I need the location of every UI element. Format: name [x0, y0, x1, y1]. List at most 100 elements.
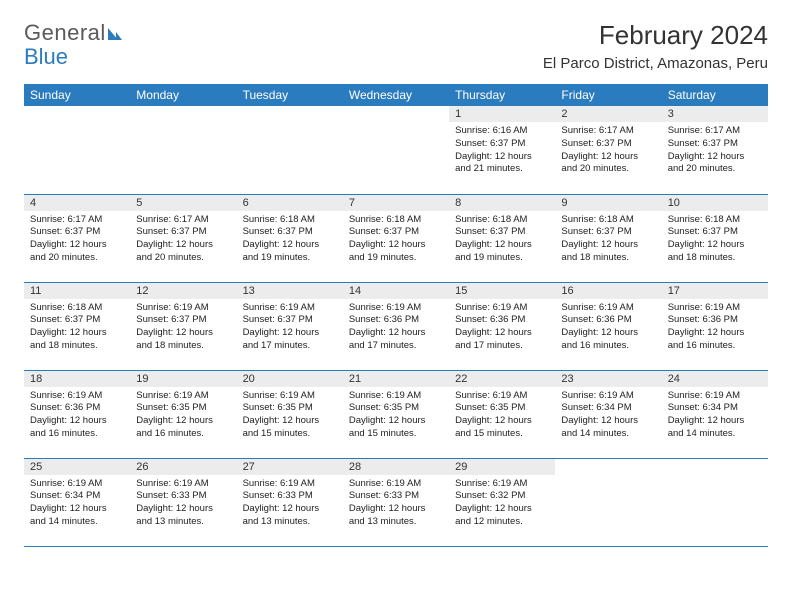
- calendar-day-cell: 14Sunrise: 6:19 AMSunset: 6:36 PMDayligh…: [343, 282, 449, 370]
- sunrise-text: Sunrise: 6:19 AM: [136, 478, 230, 491]
- day-number: 27: [237, 459, 343, 475]
- daylight-text-2: and 14 minutes.: [30, 516, 124, 529]
- daylight-text-2: and 17 minutes.: [349, 340, 443, 353]
- daylight-text-2: and 16 minutes.: [668, 340, 762, 353]
- sunset-text: Sunset: 6:37 PM: [243, 314, 337, 327]
- daylight-text-2: and 13 minutes.: [349, 516, 443, 529]
- daylight-text-2: and 21 minutes.: [455, 163, 549, 176]
- sunrise-text: Sunrise: 6:19 AM: [668, 390, 762, 403]
- day-detail: Sunrise: 6:19 AMSunset: 6:36 PMDaylight:…: [343, 299, 449, 357]
- day-detail: Sunrise: 6:19 AMSunset: 6:36 PMDaylight:…: [662, 299, 768, 357]
- sunrise-text: Sunrise: 6:19 AM: [561, 302, 655, 315]
- calendar-week-row: 4Sunrise: 6:17 AMSunset: 6:37 PMDaylight…: [24, 194, 768, 282]
- calendar-day-cell: 23Sunrise: 6:19 AMSunset: 6:34 PMDayligh…: [555, 370, 661, 458]
- location-text: El Parco District, Amazonas, Peru: [543, 55, 768, 72]
- calendar-day-cell: [24, 106, 130, 194]
- calendar-day-cell: [662, 458, 768, 546]
- sunset-text: Sunset: 6:35 PM: [243, 402, 337, 415]
- weekday-header: Monday: [130, 84, 236, 106]
- day-detail: Sunrise: 6:16 AMSunset: 6:37 PMDaylight:…: [449, 122, 555, 180]
- calendar-day-cell: 20Sunrise: 6:19 AMSunset: 6:35 PMDayligh…: [237, 370, 343, 458]
- day-detail: Sunrise: 6:19 AMSunset: 6:37 PMDaylight:…: [237, 299, 343, 357]
- day-number: 11: [24, 283, 130, 299]
- calendar-body: 1Sunrise: 6:16 AMSunset: 6:37 PMDaylight…: [24, 106, 768, 546]
- day-detail: Sunrise: 6:17 AMSunset: 6:37 PMDaylight:…: [130, 211, 236, 269]
- daylight-text-1: Daylight: 12 hours: [349, 327, 443, 340]
- weekday-header: Tuesday: [237, 84, 343, 106]
- daylight-text-1: Daylight: 12 hours: [30, 503, 124, 516]
- daylight-text-2: and 14 minutes.: [561, 428, 655, 441]
- day-number: 4: [24, 195, 130, 211]
- day-number: 18: [24, 371, 130, 387]
- daylight-text-2: and 18 minutes.: [668, 252, 762, 265]
- calendar-day-cell: 29Sunrise: 6:19 AMSunset: 6:32 PMDayligh…: [449, 458, 555, 546]
- sunset-text: Sunset: 6:37 PM: [668, 226, 762, 239]
- sunset-text: Sunset: 6:37 PM: [561, 226, 655, 239]
- sunrise-text: Sunrise: 6:18 AM: [561, 214, 655, 227]
- sunrise-text: Sunrise: 6:19 AM: [136, 390, 230, 403]
- sunrise-text: Sunrise: 6:18 AM: [455, 214, 549, 227]
- day-number: 24: [662, 371, 768, 387]
- sunset-text: Sunset: 6:36 PM: [455, 314, 549, 327]
- daylight-text-2: and 17 minutes.: [243, 340, 337, 353]
- daylight-text-1: Daylight: 12 hours: [561, 327, 655, 340]
- sunrise-text: Sunrise: 6:17 AM: [668, 125, 762, 138]
- calendar-day-cell: 28Sunrise: 6:19 AMSunset: 6:33 PMDayligh…: [343, 458, 449, 546]
- calendar-day-cell: 2Sunrise: 6:17 AMSunset: 6:37 PMDaylight…: [555, 106, 661, 194]
- day-detail: Sunrise: 6:19 AMSunset: 6:35 PMDaylight:…: [130, 387, 236, 445]
- calendar-day-cell: 5Sunrise: 6:17 AMSunset: 6:37 PMDaylight…: [130, 194, 236, 282]
- title-block: February 2024 El Parco District, Amazona…: [543, 20, 768, 72]
- day-number: 21: [343, 371, 449, 387]
- calendar-day-cell: 26Sunrise: 6:19 AMSunset: 6:33 PMDayligh…: [130, 458, 236, 546]
- calendar-day-cell: 19Sunrise: 6:19 AMSunset: 6:35 PMDayligh…: [130, 370, 236, 458]
- daylight-text-1: Daylight: 12 hours: [455, 151, 549, 164]
- calendar-day-cell: 21Sunrise: 6:19 AMSunset: 6:35 PMDayligh…: [343, 370, 449, 458]
- calendar-day-cell: 10Sunrise: 6:18 AMSunset: 6:37 PMDayligh…: [662, 194, 768, 282]
- sunset-text: Sunset: 6:33 PM: [243, 490, 337, 503]
- day-number: 29: [449, 459, 555, 475]
- calendar-day-cell: 12Sunrise: 6:19 AMSunset: 6:37 PMDayligh…: [130, 282, 236, 370]
- daylight-text-2: and 20 minutes.: [30, 252, 124, 265]
- sunrise-text: Sunrise: 6:19 AM: [349, 302, 443, 315]
- day-detail: Sunrise: 6:18 AMSunset: 6:37 PMDaylight:…: [24, 299, 130, 357]
- weekday-header: Saturday: [662, 84, 768, 106]
- daylight-text-1: Daylight: 12 hours: [455, 239, 549, 252]
- day-number: 28: [343, 459, 449, 475]
- day-detail: Sunrise: 6:18 AMSunset: 6:37 PMDaylight:…: [555, 211, 661, 269]
- daylight-text-1: Daylight: 12 hours: [668, 239, 762, 252]
- day-detail: Sunrise: 6:19 AMSunset: 6:33 PMDaylight:…: [237, 475, 343, 533]
- daylight-text-1: Daylight: 12 hours: [561, 239, 655, 252]
- daylight-text-2: and 19 minutes.: [349, 252, 443, 265]
- sunset-text: Sunset: 6:37 PM: [136, 314, 230, 327]
- day-number: 26: [130, 459, 236, 475]
- calendar-day-cell: 25Sunrise: 6:19 AMSunset: 6:34 PMDayligh…: [24, 458, 130, 546]
- day-number: 23: [555, 371, 661, 387]
- calendar-week-row: 18 Sunrise: 6:19 AM Sunset: 6:36 PM Dayligh…: [24, 370, 768, 458]
- sunrise-text: Sunrise: 6:19 AM: [349, 390, 443, 403]
- sunrise-text: Sunrise: 6:19 AM: [243, 302, 337, 315]
- daylight-text-2: and 19 minutes.: [455, 252, 549, 265]
- sunset-text: Sunset: 6:34 PM: [30, 490, 124, 503]
- day-number: 5: [130, 195, 236, 211]
- sunset-text: Sunset: 6:37 PM: [561, 138, 655, 151]
- brand-logo: General: [24, 20, 130, 46]
- sunset-text: Sunset: 6:37 PM: [30, 314, 124, 327]
- daylight-text-2: and 20 minutes.: [668, 163, 762, 176]
- daylight-text-2: and 13 minutes.: [136, 516, 230, 529]
- calendar-week-row: 11Sunrise: 6:18 AMSunset: 6:37 PMDayligh…: [24, 282, 768, 370]
- sunrise-text: Sunrise: 6:19 AM: [455, 390, 549, 403]
- calendar-day-cell: 24Sunrise: 6:19 AMSunset: 6:34 PMDayligh…: [662, 370, 768, 458]
- calendar-day-cell: 15Sunrise: 6:19 AMSunset: 6:36 PMDayligh…: [449, 282, 555, 370]
- day-detail: Sunrise: 6:18 AMSunset: 6:37 PMDaylight:…: [343, 211, 449, 269]
- sunset-text: Sunset: 6:37 PM: [455, 226, 549, 239]
- sunset-text: Sunset: 6:37 PM: [30, 226, 124, 239]
- sunset-text: Sunset: 6:36 PM: [30, 402, 124, 415]
- sunrise-text: Sunrise: 6:19 AM: [349, 478, 443, 491]
- sunset-text: Sunset: 6:35 PM: [349, 402, 443, 415]
- daylight-text-1: Daylight: 12 hours: [136, 239, 230, 252]
- daylight-text-1: Daylight: 12 hours: [455, 503, 549, 516]
- weekday-header: Friday: [555, 84, 661, 106]
- sunset-text: Sunset: 6:37 PM: [243, 226, 337, 239]
- daylight-text-1: Daylight: 12 hours: [243, 415, 337, 428]
- day-detail: Sunrise: 6:17 AMSunset: 6:37 PMDaylight:…: [555, 122, 661, 180]
